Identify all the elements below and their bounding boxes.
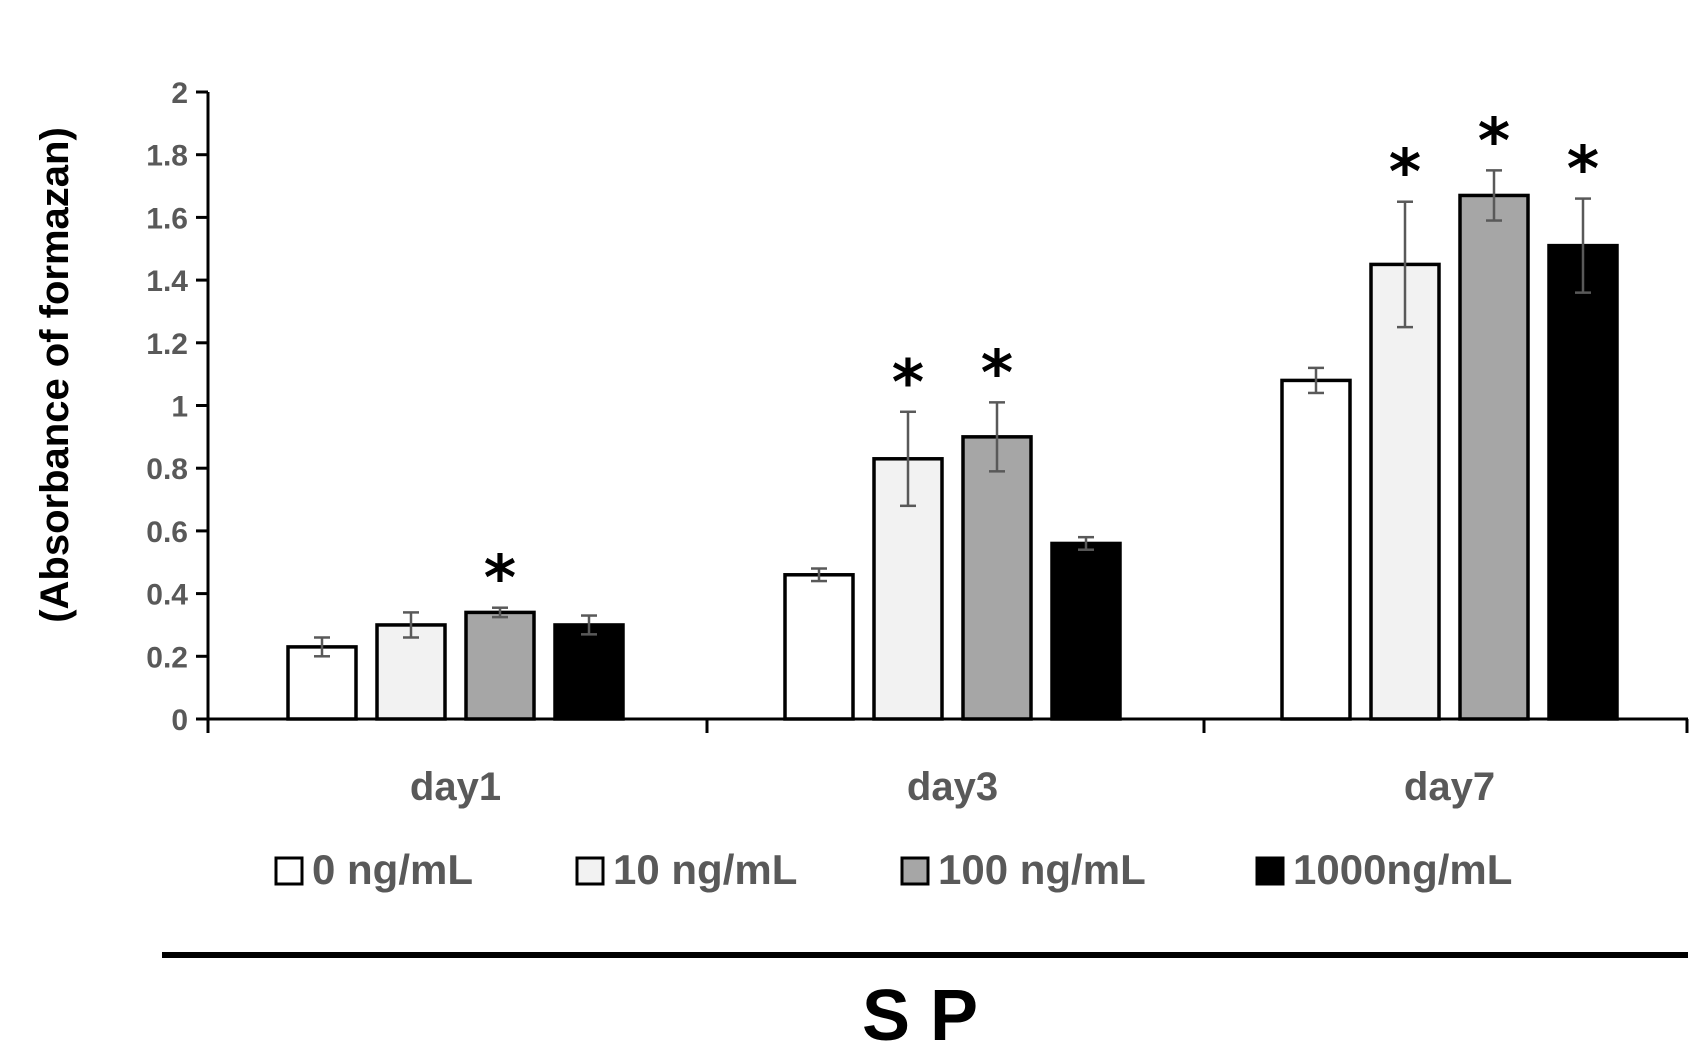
significance-star: * xyxy=(892,346,924,419)
y-tick-label: 0.8 xyxy=(146,453,188,486)
legend-swatch-0 xyxy=(274,856,304,886)
bar-day1-1 xyxy=(375,623,447,721)
y-tick-label: 0.4 xyxy=(146,579,188,612)
y-tick-label: 1.8 xyxy=(146,140,188,173)
bar-day1-2 xyxy=(464,610,536,721)
significance-star: * xyxy=(1478,104,1510,177)
bar-day7-0 xyxy=(1280,378,1352,721)
y-tick-label: 0.6 xyxy=(146,516,188,549)
category-label-day3: day3 xyxy=(907,765,998,809)
significance-star: * xyxy=(1567,133,1599,206)
bar-day7-2 xyxy=(1458,193,1530,721)
y-tick-label: 0.2 xyxy=(146,641,188,674)
legend-swatch-1 xyxy=(575,856,605,886)
legend-label-1: 10 ng/mL xyxy=(613,846,797,893)
legend-label-2: 100 ng/mL xyxy=(938,846,1146,893)
y-tick-label: 1.6 xyxy=(146,202,188,235)
y-tick-label: 0 xyxy=(171,704,188,737)
bar-day3-3 xyxy=(1050,541,1122,721)
legend-label-3: 1000ng/mL xyxy=(1293,846,1512,893)
significance-star: * xyxy=(981,336,1013,409)
bar-day7-1 xyxy=(1369,262,1441,721)
legend-swatch-2 xyxy=(900,856,930,886)
bar-day3-0 xyxy=(783,573,855,721)
y-tick-label: 1 xyxy=(171,391,188,424)
category-label-day7: day7 xyxy=(1404,765,1495,809)
y-tick-label: 2 xyxy=(171,77,188,110)
chart-title: S P xyxy=(862,976,978,1050)
y-axis-title: (Absorbance of formazan) xyxy=(33,127,77,623)
category-label-day1: day1 xyxy=(410,765,501,809)
significance-star: * xyxy=(1389,136,1421,209)
significance-star: * xyxy=(484,542,516,615)
y-tick-label: 1.2 xyxy=(146,328,188,361)
y-tick-label: 1.4 xyxy=(146,265,188,298)
bar-day7-3 xyxy=(1547,243,1619,721)
bar-day1-3 xyxy=(553,623,625,721)
legend-label-0: 0 ng/mL xyxy=(312,846,473,893)
bar-day3-2 xyxy=(961,435,1033,721)
bar-day1-0 xyxy=(286,645,358,721)
legend-swatch-3 xyxy=(1255,856,1285,886)
